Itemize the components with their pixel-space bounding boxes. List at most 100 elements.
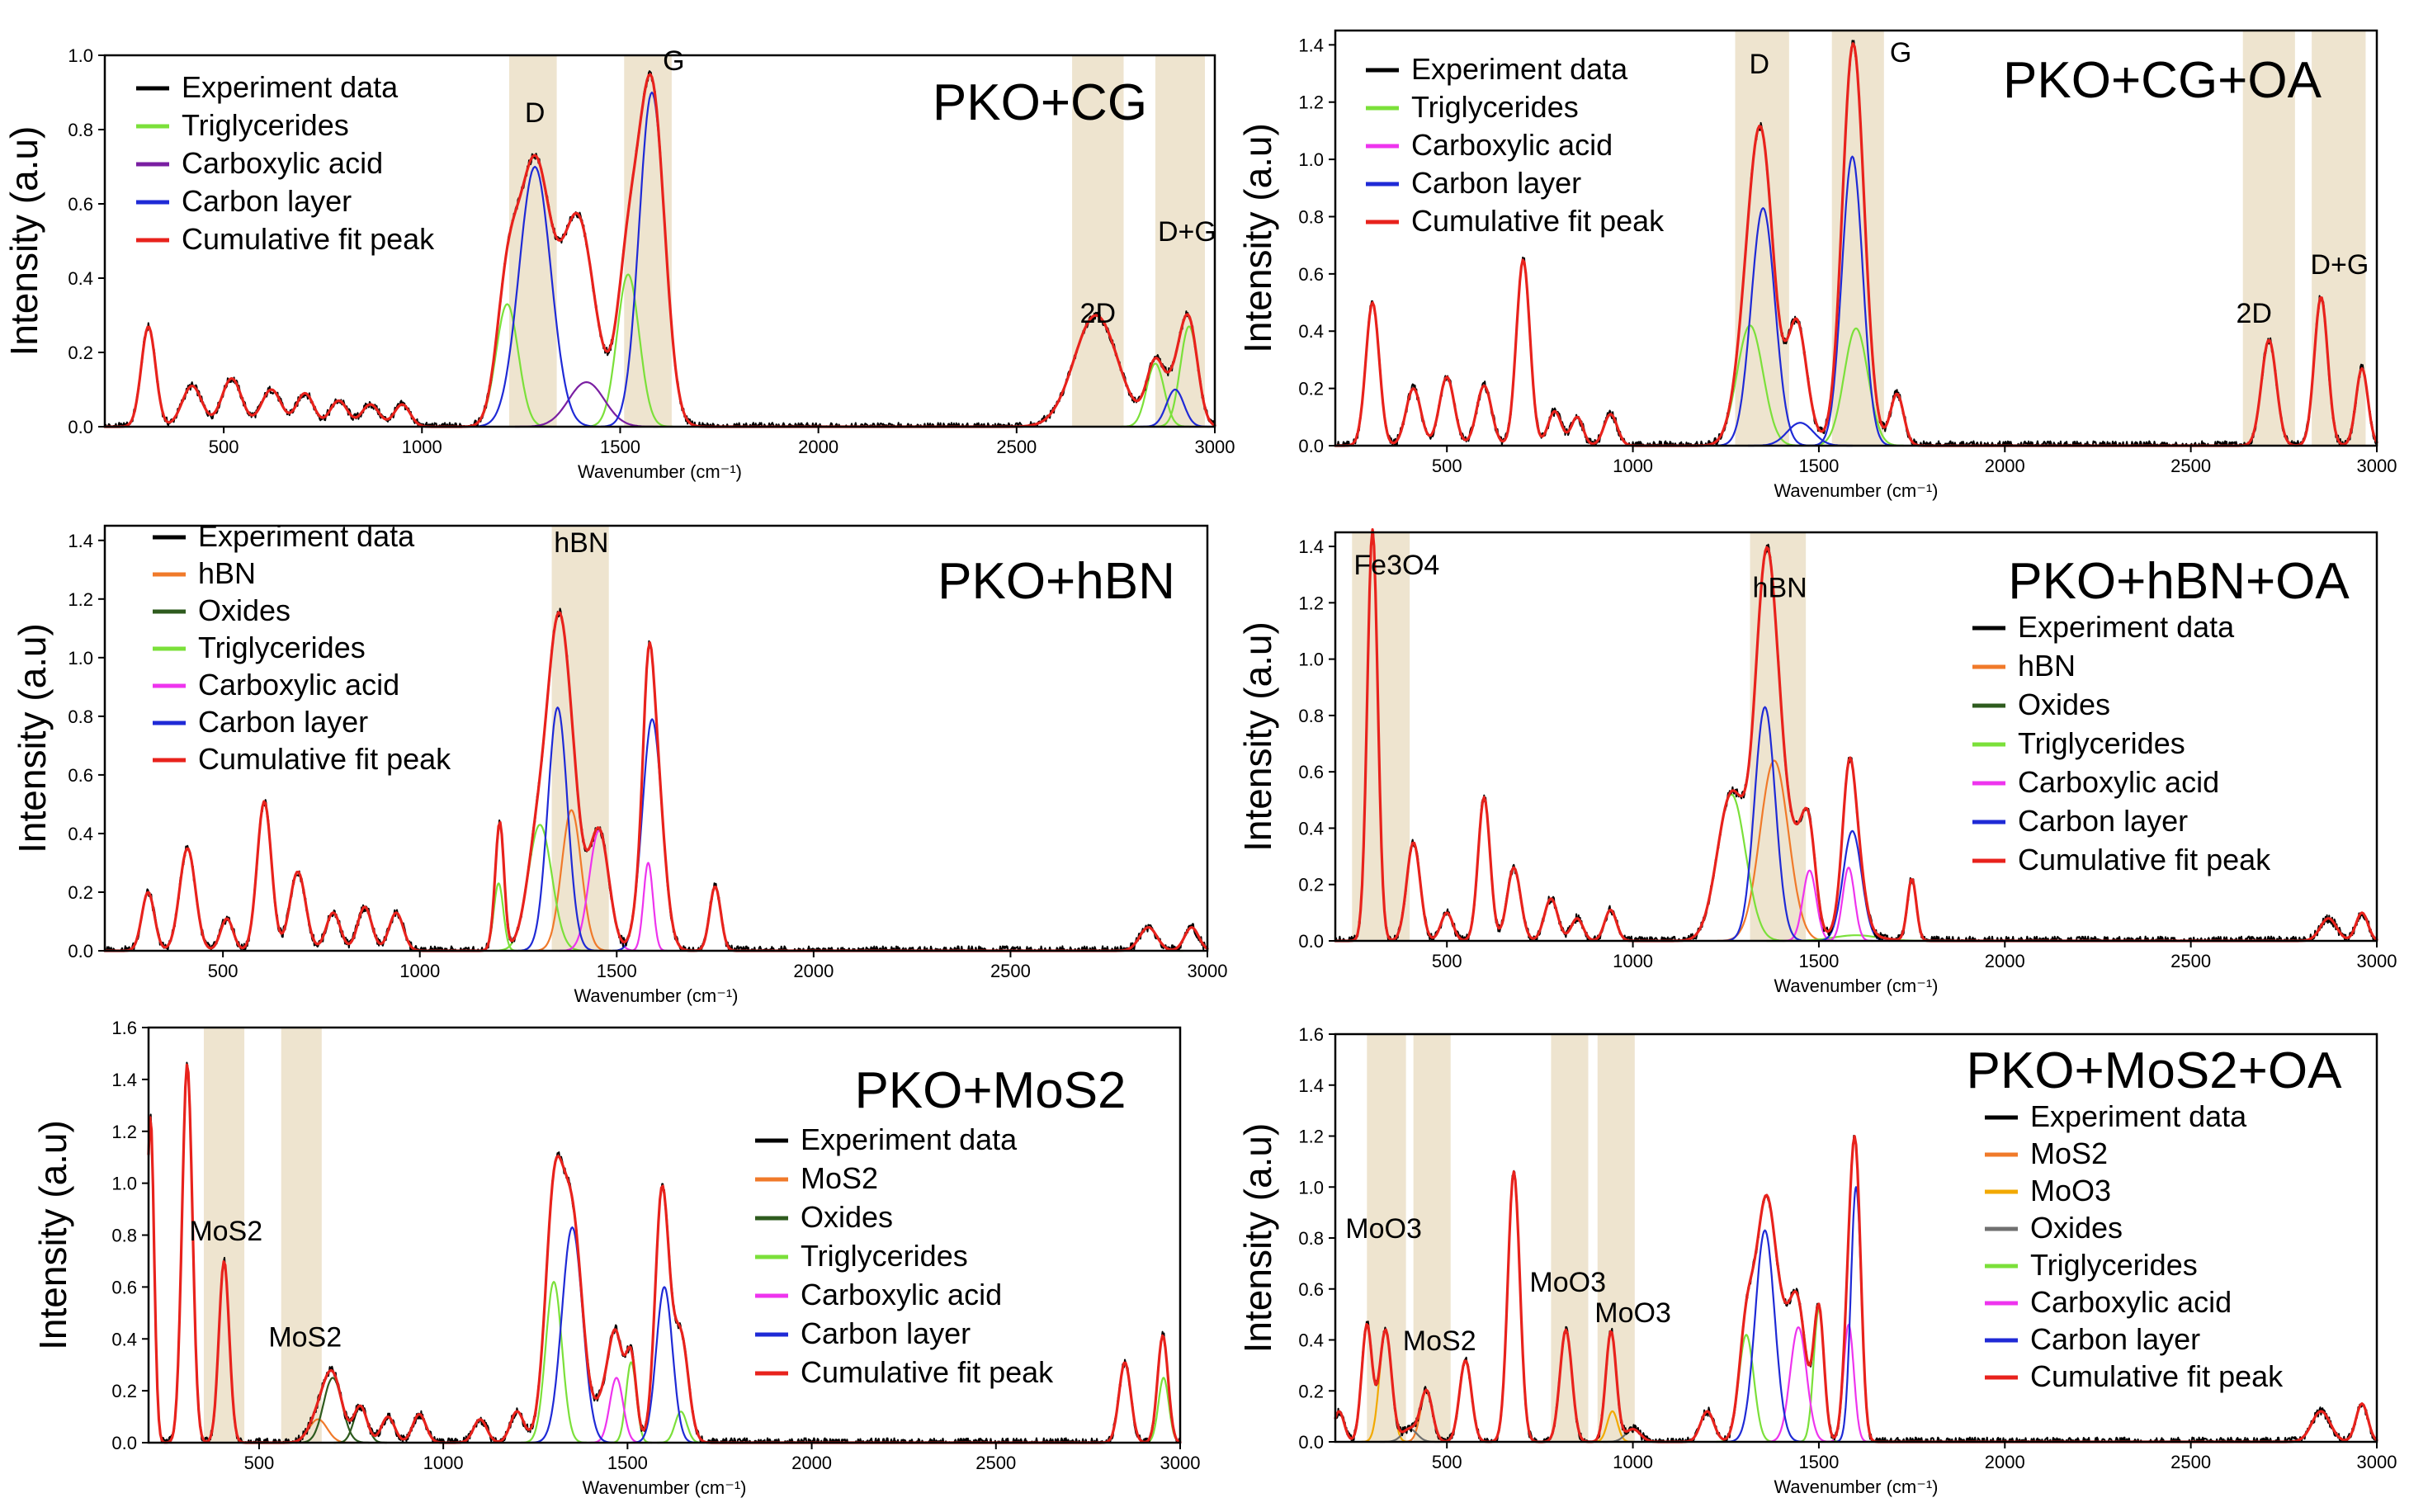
component-curve-carboxylic-acid — [1824, 867, 1873, 943]
panel-pko-hbn: 500 1000 1500 2000 2500 3000 0.0 0.2 0.4 0.6 0.8 1.… — [11, 519, 1227, 1006]
component-curve-triglycerides — [520, 1281, 588, 1443]
x-tick-label: 1500 — [1798, 951, 1839, 971]
component-curve-carbon-layer — [1722, 706, 1808, 942]
component-curve-carbon-layer — [1714, 207, 1812, 447]
legend-entry: Carbon layer — [2030, 1322, 2200, 1356]
component-curve-carbon-layer — [517, 706, 598, 952]
legend-entry: Oxides — [801, 1200, 893, 1234]
axis-frame — [1334, 29, 2378, 447]
y-tick-label: 1.2 — [1298, 593, 1324, 613]
x-tick-label: 2000 — [1985, 456, 2025, 476]
x-tick-label: 2500 — [990, 961, 1031, 981]
legend-entry: Carbon layer — [801, 1316, 971, 1350]
highlight-band — [624, 55, 672, 427]
legend-entry: MoO3 — [2030, 1174, 2111, 1207]
y-tick-label: 0.2 — [68, 343, 93, 363]
y-axis-label: Intensity (a.u) — [1236, 621, 1279, 852]
legend-entry: Cumulative fit peak — [198, 742, 451, 776]
y-tick-label: 0.2 — [111, 1381, 137, 1401]
x-tick-label: 1000 — [423, 1453, 464, 1473]
x-tick-label: 1500 — [1798, 1452, 1839, 1472]
highlight-band — [203, 1028, 245, 1443]
y-tick-label: 1.6 — [1298, 1024, 1324, 1045]
y-tick-label: 0.6 — [1298, 1279, 1324, 1300]
x-tick-label: 1500 — [600, 437, 640, 457]
legend-entry: Oxides — [198, 593, 290, 627]
x-axis-label: Wavenumber (cm⁻¹) — [574, 985, 738, 1006]
legend-entry: Oxides — [2018, 687, 2110, 721]
y-tick-label: 1.4 — [111, 1070, 137, 1090]
x-tick-label: 3000 — [2357, 456, 2397, 476]
legend-entry: Carboxylic acid — [1411, 128, 1613, 162]
y-tick-label: 0.4 — [1298, 1330, 1324, 1351]
y-tick-label: 0.2 — [1298, 1381, 1324, 1401]
panel-pko-hbn-oa: 500 1000 1500 2000 2500 3000 0.0 0.2 0.4 0.6 0.8 1.… — [1236, 528, 2397, 996]
legend-entry: Triglycerides — [198, 631, 366, 664]
axis-frame — [103, 54, 1216, 428]
panel-title: PKO+hBN+OA — [2008, 553, 2350, 610]
peak-label: MoO3 — [1529, 1267, 1606, 1298]
y-tick-label: 0.4 — [1298, 321, 1324, 342]
y-tick-label: 0.6 — [68, 765, 93, 786]
component-curve-carbon-layer — [470, 165, 600, 428]
y-tick-label: 1.4 — [1298, 1075, 1324, 1096]
axis-frame — [1334, 531, 2378, 943]
component-curve-carboxylic-acid — [559, 829, 640, 952]
y-tick-label: 0.6 — [68, 194, 93, 215]
x-tick-label: 1000 — [1613, 1452, 1653, 1472]
x-tick-label: 500 — [209, 437, 239, 457]
highlight-band — [1551, 1034, 1589, 1442]
x-tick-label: 1500 — [1798, 456, 1839, 476]
y-tick-label: 0.0 — [68, 417, 93, 437]
legend-entry: Experiment data — [2030, 1099, 2247, 1133]
peak-label: D+G — [2310, 249, 2369, 281]
panel-title: PKO+CG+OA — [2003, 52, 2322, 109]
peak-label: 2D — [1080, 298, 1116, 329]
panel-title: PKO+hBN — [938, 553, 1175, 610]
x-axis-label: Wavenumber (cm⁻¹) — [1774, 976, 1938, 996]
peak-label: MoS2 — [268, 1322, 342, 1354]
y-axis-label: Intensity (a.u) — [2, 126, 45, 357]
x-tick-label: 2000 — [791, 1453, 832, 1473]
peak-label: Fe3O4 — [1353, 550, 1439, 581]
panel-pko-mos2: 500 1000 1500 2000 2500 3000 0.0 0.2 0.4 0.6 0.8 1.… — [31, 1018, 1200, 1498]
peak-label: MoO3 — [1594, 1297, 1671, 1329]
axis-frame — [103, 524, 1209, 952]
y-tick-label: 1.0 — [1298, 650, 1324, 670]
x-tick-label: 1000 — [402, 437, 442, 457]
x-tick-label: 3000 — [1188, 961, 1228, 981]
legend-entry: Experiment data — [2018, 610, 2235, 644]
legend-entry: hBN — [198, 556, 256, 590]
component-curve-carboxylic-acid — [588, 1377, 645, 1444]
y-tick-label: 0.4 — [68, 268, 93, 289]
legend-entry: MoS2 — [801, 1161, 878, 1195]
y-tick-label: 0.2 — [68, 882, 93, 903]
component-curve-carbon-layer — [530, 1226, 615, 1443]
component-curve-triglycerides — [583, 273, 673, 428]
y-axis-label: Intensity (a.u) — [31, 1120, 74, 1350]
legend-entry: Cumulative fit peak — [801, 1355, 1054, 1389]
component-curve-carbon-layer — [1809, 155, 1896, 447]
panel-pko-cg: 500 1000 1500 2000 2500 3000 0.0 0.2 0.4 0.6 0.8 1.… — [2, 45, 1235, 482]
highlight-band — [1352, 532, 1410, 941]
y-tick-label: 0.0 — [1298, 931, 1324, 952]
component-curve-carboxylic-acid — [1764, 1326, 1832, 1443]
y-tick-label: 0.6 — [1298, 762, 1324, 782]
x-tick-label: 2000 — [793, 961, 834, 981]
legend-entry: Carboxylic acid — [198, 668, 399, 702]
component-curve-triglycerides — [1715, 1334, 1778, 1443]
y-tick-label: 0.2 — [1298, 379, 1324, 399]
x-axis-label: Wavenumber (cm⁻¹) — [582, 1477, 746, 1498]
highlight-band — [2312, 31, 2366, 446]
x-tick-label: 1500 — [597, 961, 637, 981]
legend-entry: Carboxylic acid — [2030, 1285, 2232, 1319]
y-tick-label: 0.8 — [1298, 1228, 1324, 1249]
legend-entry: Triglycerides — [2018, 726, 2185, 760]
panel-title: PKO+MoS2 — [854, 1062, 1126, 1119]
x-tick-label: 3000 — [1195, 437, 1235, 457]
legend-entry: Triglycerides — [1411, 90, 1579, 124]
panel-pko-cg-oa: 500 1000 1500 2000 2500 3000 0.0 0.2 0.4 0.6 0.8 1.… — [1236, 29, 2397, 501]
legend-entry: Triglycerides — [801, 1239, 968, 1273]
highlight-band — [2242, 31, 2295, 446]
y-tick-label: 1.0 — [111, 1174, 137, 1194]
